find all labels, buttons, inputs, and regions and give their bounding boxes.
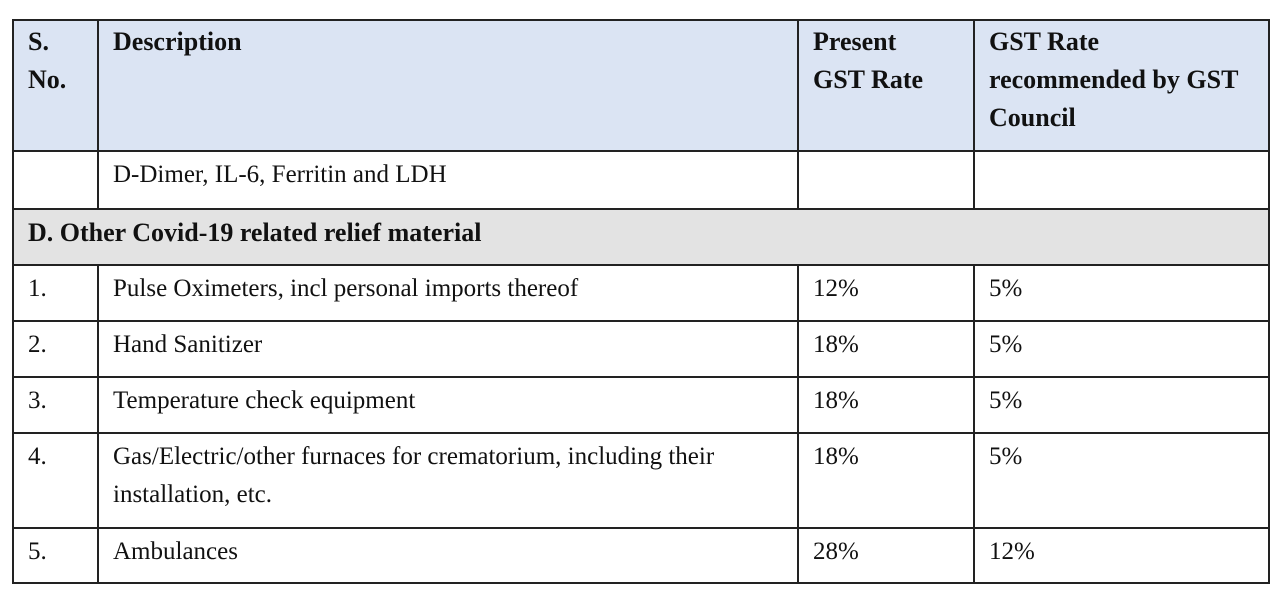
cell: Hand Sanitizer: [97, 320, 799, 378]
cell-text: 5%: [989, 331, 1023, 358]
cell: 5%: [973, 264, 1270, 322]
data-row: 4. Gas/Electric/other furnaces for cremat…: [12, 432, 1270, 529]
cell-text: 5%: [989, 275, 1023, 302]
cell: Gas/Electric/other furnaces for cremator…: [97, 432, 799, 529]
cell-text: 12%: [989, 538, 1035, 565]
data-row: 2. Hand Sanitizer 18% 5%: [12, 320, 1270, 378]
cell: [12, 150, 99, 210]
header-row: S. No. Description Present GST Rate GST Rat…: [12, 19, 1270, 152]
cell: 12%: [973, 527, 1270, 584]
header-cell: Description: [97, 19, 799, 152]
data-row: 1. Pulse Oximeters, incl personal imports…: [12, 264, 1270, 322]
cell-text: 18%: [813, 331, 859, 358]
cell-text: 18%: [813, 443, 859, 470]
cell: 18%: [797, 432, 975, 529]
cell-text: Hand Sanitizer: [113, 331, 263, 358]
cell-text: D-Dimer, IL-6, Ferritin and LDH: [113, 161, 447, 188]
header-text: GST Rate recommended by GST Council: [989, 27, 1238, 132]
cell: Pulse Oximeters, incl personal imports t…: [97, 264, 799, 322]
cell-text: 5%: [989, 443, 1023, 470]
cell-text: 5%: [989, 387, 1023, 414]
cell: Ambulances: [97, 527, 799, 584]
data-row: D-Dimer, IL-6, Ferritin and LDH: [12, 150, 1270, 210]
section-row: D. Other Covid-19 related relief materia…: [12, 208, 1270, 266]
cell: [797, 150, 975, 210]
header-cell: S. No.: [12, 19, 99, 152]
cell-text: 5.: [28, 538, 47, 565]
cell: 12%: [797, 264, 975, 322]
cell-text: 12%: [813, 275, 859, 302]
cell: 4.: [12, 432, 99, 529]
header-text: S. No.: [28, 27, 67, 94]
cell-text: Temperature check equipment: [113, 387, 416, 414]
cell: 18%: [797, 376, 975, 434]
cell-text: 4.: [28, 443, 47, 470]
cell: 3.: [12, 376, 99, 434]
cell-text: 2.: [28, 331, 47, 358]
cell: D-Dimer, IL-6, Ferritin and LDH: [97, 150, 799, 210]
cell-text: 18%: [813, 387, 859, 414]
cell: Temperature check equipment: [97, 376, 799, 434]
header-text: Description: [113, 27, 242, 56]
cell: 18%: [797, 320, 975, 378]
cell: 2.: [12, 320, 99, 378]
cell-text: Ambulances: [113, 538, 238, 565]
cell: [973, 150, 1270, 210]
cell: 5.: [12, 527, 99, 584]
data-row: 3. Temperature check equipment 18% 5%: [12, 376, 1270, 434]
cell-text: Pulse Oximeters, incl personal imports t…: [113, 275, 579, 302]
cell: 5%: [973, 432, 1270, 529]
cell: 5%: [973, 376, 1270, 434]
cell-text: Gas/Electric/other furnaces for cremator…: [113, 443, 715, 508]
header-cell: GST Rate recommended by GST Council: [973, 19, 1270, 152]
cell: 5%: [973, 320, 1270, 378]
cell: 1.: [12, 264, 99, 322]
cell: 28%: [797, 527, 975, 584]
data-row: 5. Ambulances 28% 12%: [12, 527, 1270, 584]
header-cell: Present GST Rate: [797, 19, 975, 152]
section-cell: D. Other Covid-19 related relief materia…: [12, 208, 1270, 266]
gst-table: S. No. Description Present GST Rate GST Rat…: [12, 19, 1270, 584]
cell-text: 28%: [813, 538, 859, 565]
cell-text: 1.: [28, 275, 47, 302]
cell-text: 3.: [28, 387, 47, 414]
header-text: Present GST Rate: [813, 27, 924, 94]
